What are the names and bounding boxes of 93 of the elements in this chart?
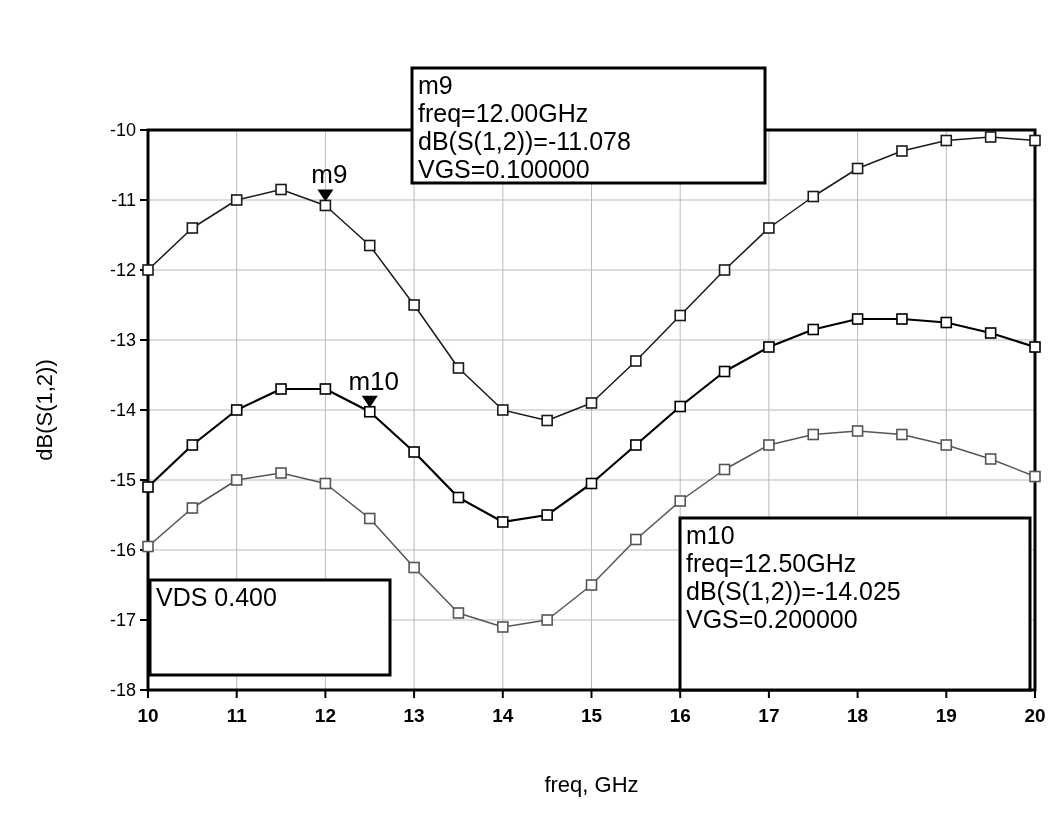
point: [674, 309, 686, 322]
point: [452, 607, 465, 619]
point: [718, 264, 731, 276]
point: [630, 439, 642, 451]
x-tick-label: 14: [492, 705, 514, 726]
point: [763, 222, 775, 234]
y-axis-title: dB(S(1,2)): [32, 359, 57, 461]
x-tick-label: 15: [580, 705, 603, 726]
x-tick-label: 17: [758, 705, 780, 726]
y-tick-label: -16: [109, 540, 136, 560]
point: [718, 365, 731, 378]
point: [674, 495, 686, 507]
point: [1029, 134, 1041, 147]
point: [275, 183, 287, 196]
point: [1029, 341, 1041, 353]
point: [363, 239, 376, 252]
annotation: m10: [348, 365, 400, 396]
point: [674, 400, 686, 413]
text-box: m10 freq=12.50GHz dB(S(1,2))=-14.025 VGS=0.200000: [678, 516, 1032, 692]
point: [186, 439, 199, 451]
point: [1029, 470, 1041, 483]
y-tick-label: -13: [109, 330, 136, 350]
x-axis-title: freq, GHz: [544, 772, 639, 797]
point: [319, 477, 332, 490]
point: [275, 467, 287, 479]
x-tick-label: 20: [1024, 705, 1046, 726]
point: [807, 190, 820, 203]
point: [851, 162, 864, 175]
y-tick-label: -11: [111, 190, 136, 210]
point: [585, 579, 598, 591]
point: [940, 316, 953, 329]
point: [541, 414, 553, 427]
y-tick-label: -14: [109, 400, 136, 420]
point: [541, 614, 553, 626]
text-box: m9 freq=12.00GHz dB(S(1,2))=-11.078 VGS=0.100000: [410, 66, 767, 185]
point: [851, 425, 864, 437]
point: [452, 491, 465, 504]
point: [275, 383, 287, 395]
point: [984, 327, 997, 339]
x-tick-label: 19: [935, 705, 957, 726]
point: [585, 477, 598, 490]
annotation: VDS 0.400: [156, 583, 277, 611]
point: [763, 439, 775, 451]
point: [940, 134, 953, 147]
y-tick-label: -12: [109, 260, 136, 280]
annotation: m10 freq=12.50GHz dB(S(1,2))=-14.025 VGS=0.200000: [686, 521, 901, 633]
point: [186, 222, 199, 234]
point: [363, 405, 376, 418]
point: [319, 199, 332, 212]
x-tick-label: 18: [847, 705, 869, 726]
point: [230, 474, 243, 486]
x-tick-label: 13: [403, 705, 425, 726]
point: [142, 264, 154, 276]
point: [142, 481, 154, 493]
point: [319, 383, 332, 395]
y-tick-label: -17: [109, 610, 136, 630]
point: [541, 509, 553, 521]
y-tick-label: -15: [109, 470, 136, 490]
x-tick-label: 11: [226, 705, 248, 726]
point: [186, 502, 199, 514]
point: [142, 540, 154, 553]
x-tick-label: 10: [137, 705, 159, 726]
point: [984, 453, 997, 465]
point: [896, 145, 908, 157]
text-box: VDS 0.400: [148, 578, 392, 677]
point: [630, 355, 642, 367]
point: [718, 463, 731, 476]
point: [807, 428, 820, 441]
point: [230, 404, 243, 416]
point: [497, 404, 509, 416]
point: [896, 313, 908, 325]
annotation: m9: [311, 159, 348, 190]
point: [984, 131, 997, 143]
point: [630, 533, 642, 546]
point: [940, 439, 953, 451]
point: [763, 341, 775, 353]
annotation: m9 freq=12.00GHz dB(S(1,2))=-11.078 VGS=0.100000: [418, 71, 631, 183]
point: [452, 362, 465, 374]
x-tick-label: 16: [669, 705, 691, 726]
point: [851, 313, 864, 325]
point: [585, 397, 598, 409]
point: [497, 516, 509, 528]
point: [408, 561, 420, 574]
point: [408, 446, 420, 458]
point: [230, 194, 243, 206]
point: [497, 621, 509, 633]
y-tick-label: -18: [109, 680, 136, 700]
point: [896, 428, 908, 441]
point: [807, 323, 820, 336]
point: [408, 299, 420, 311]
point: [363, 512, 376, 525]
y-tick-label: -10: [109, 120, 136, 140]
x-tick-label: 12: [314, 705, 336, 726]
